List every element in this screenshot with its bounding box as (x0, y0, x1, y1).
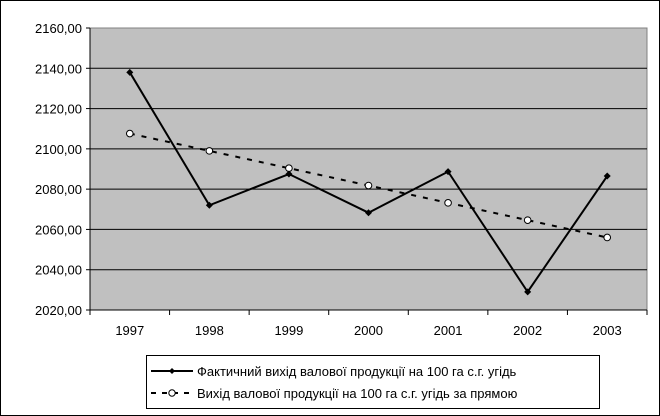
y-tick-label: 2160,00 (35, 21, 82, 36)
legend: Фактичний вихід валової продукції на 100… (146, 355, 600, 409)
x-tick-label: 2003 (593, 323, 622, 338)
actual-point (205, 201, 213, 209)
trend-point (603, 233, 612, 242)
trend-point (205, 147, 214, 155)
legend-item-trend: Вихід валової продукції на 100 га с.г. у… (147, 382, 517, 404)
x-tick-label: 2002 (513, 323, 542, 338)
trend-point (523, 216, 532, 224)
x-tick-label: 1998 (195, 323, 224, 338)
legend-dashed-line-circle-icon (151, 389, 193, 397)
trend-point (285, 164, 293, 172)
legend-label: Фактичний вихід валової продукції на 100… (197, 363, 517, 379)
y-tick-label: 2020,00 (35, 303, 82, 318)
actual-point (365, 209, 372, 217)
legend-label: Вихід валової продукції на 100 га с.г. у… (197, 385, 518, 401)
plot-area (89, 27, 648, 311)
trend-point (125, 129, 134, 138)
actual-point (285, 170, 293, 178)
actual-point (524, 288, 532, 296)
legend-item-actual: Фактичний вихід валової продукції на 100… (147, 360, 516, 382)
legend-solid-line-diamond-icon (151, 368, 193, 374)
y-tick-label: 2060,00 (35, 222, 82, 237)
actual-point (603, 172, 611, 180)
y-tick-label: 2140,00 (35, 61, 82, 76)
y-tick-label: 2040,00 (35, 263, 82, 278)
actual-point (444, 168, 452, 176)
actual-point (126, 68, 134, 76)
y-tick-label: 2080,00 (35, 182, 82, 197)
x-tick-label: 1997 (115, 323, 144, 338)
trend-point (444, 199, 452, 207)
trend-point (364, 181, 373, 190)
y-tick-label: 2120,00 (35, 102, 82, 117)
y-tick-label: 2100,00 (35, 142, 82, 157)
x-tick-label: 2000 (354, 323, 383, 338)
x-tick-label: 2001 (434, 323, 463, 338)
x-tick-label: 1999 (274, 323, 303, 338)
